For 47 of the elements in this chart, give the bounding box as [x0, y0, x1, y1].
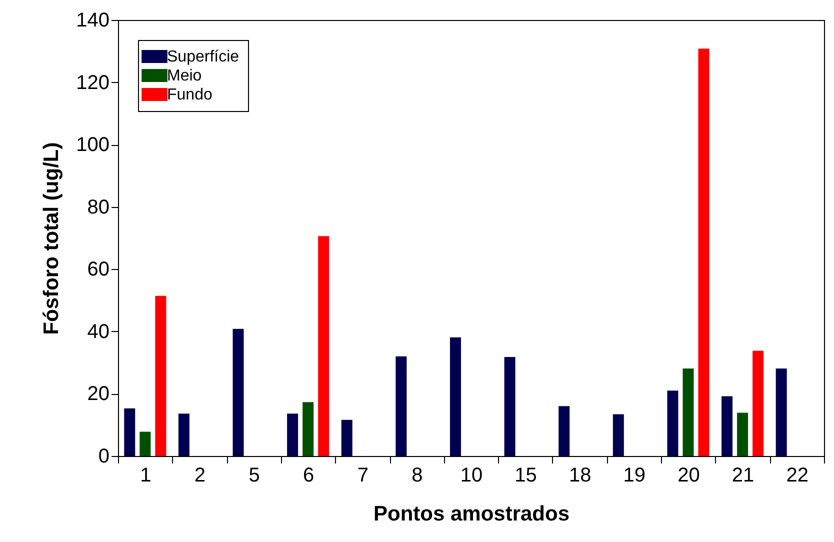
- bar: [287, 414, 298, 456]
- bar: [737, 412, 748, 456]
- x-tick-label: 19: [623, 464, 646, 486]
- bar: [667, 390, 678, 456]
- y-tick-label: 0: [98, 446, 110, 468]
- y-tick-label: 140: [76, 10, 110, 32]
- y-axis-title: Fósforo total (ug/L): [40, 142, 64, 335]
- y-tick-label: 20: [87, 383, 110, 406]
- x-tick-label: 15: [514, 464, 537, 486]
- bar: [752, 350, 764, 456]
- bar: [698, 48, 710, 456]
- y-tick-label: 120: [76, 72, 110, 94]
- y-tick-label: 40: [87, 320, 110, 343]
- bar: [341, 420, 352, 456]
- bar: [504, 356, 516, 456]
- bar: [558, 406, 570, 456]
- x-tick-label: 2: [194, 464, 206, 486]
- legend-label: Fundo: [167, 86, 212, 104]
- x-tick-label: 5: [248, 464, 260, 486]
- legend-label: Superfície: [167, 48, 240, 66]
- bar: [722, 396, 733, 456]
- bar: [776, 368, 787, 456]
- bar: [318, 236, 330, 456]
- bar: [396, 356, 407, 456]
- x-tick-label: 22: [786, 464, 808, 486]
- legend-label: Meio: [167, 68, 202, 84]
- bar: [178, 414, 190, 456]
- x-tick-label: 1: [140, 464, 152, 486]
- bar: [682, 368, 694, 456]
- y-tick-label: 60: [87, 258, 110, 281]
- x-tick-label: 18: [568, 464, 592, 486]
- x-tick-label: 8: [412, 464, 423, 486]
- bar: [124, 408, 136, 456]
- bar: [612, 414, 624, 456]
- bar: [450, 337, 461, 456]
- x-tick-label: 21: [732, 464, 754, 486]
- x-tick-label: 6: [303, 464, 314, 486]
- x-tick-label: 10: [460, 464, 483, 486]
- x-axis-title: Pontos amostrados: [373, 502, 570, 526]
- y-tick-label: 80: [87, 196, 110, 218]
- y-tick-label: 100: [76, 134, 110, 156]
- bar: [232, 328, 244, 456]
- bar: [140, 432, 151, 456]
- x-tick-label: 7: [357, 464, 368, 486]
- bar: [155, 296, 166, 456]
- bar: [302, 402, 314, 456]
- x-tick-label: 20: [678, 464, 700, 486]
